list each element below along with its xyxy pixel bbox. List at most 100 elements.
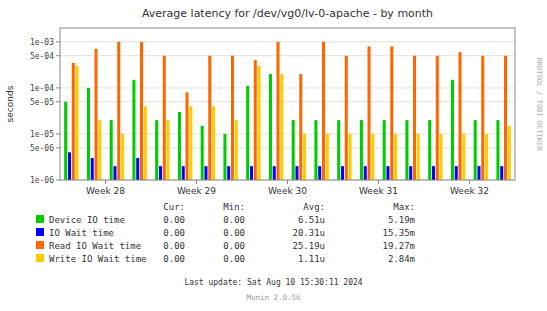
- bar: [72, 63, 75, 180]
- bar: [167, 120, 170, 180]
- legend-stat: 15.35m: [382, 228, 415, 238]
- bar: [451, 80, 454, 180]
- chart: Average latency for /dev/vg0/lv-0-apache…: [0, 0, 547, 311]
- bar: [459, 52, 462, 180]
- x-tick: [469, 180, 470, 184]
- bar: [405, 120, 408, 180]
- legend-stat: 0.00: [223, 228, 245, 238]
- bar: [417, 134, 420, 180]
- bar: [322, 42, 325, 180]
- legend-stat: 0.00: [163, 241, 185, 251]
- legend-stat: 20.31u: [292, 228, 325, 238]
- bar: [394, 134, 397, 180]
- bar: [227, 166, 230, 180]
- legend-stat: 0.00: [223, 254, 245, 264]
- bar: [254, 60, 257, 180]
- bar: [413, 56, 416, 180]
- bar: [485, 134, 488, 180]
- legend-label: Write IO Wait time: [49, 254, 147, 264]
- grid-line: [60, 133, 515, 134]
- bar: [64, 102, 67, 180]
- bar: [235, 120, 238, 180]
- y-tick: [56, 55, 60, 56]
- legend-stat: 0.00: [223, 215, 245, 225]
- legend-label: Device IO time: [49, 215, 125, 225]
- x-axis: Week 28Week 29Week 30Week 31Week 32: [86, 180, 489, 196]
- bar: [508, 126, 511, 180]
- grid-line: [60, 41, 515, 42]
- bar: [258, 66, 261, 180]
- bar: [201, 126, 204, 180]
- bar: [117, 42, 120, 180]
- bar: [303, 134, 306, 180]
- y-tick: [56, 87, 60, 88]
- bar: [295, 166, 298, 180]
- bar: [91, 158, 94, 180]
- x-tick-label: Week 28: [86, 186, 125, 196]
- bar: [360, 120, 363, 180]
- bar: [477, 166, 480, 180]
- bar: [337, 120, 340, 180]
- bar: [292, 120, 295, 180]
- bar: [178, 112, 181, 180]
- watermark: RRDTOOL / TOBI OETIKER: [535, 58, 543, 152]
- y-tick-label: 5e-04: [30, 52, 54, 61]
- bar: [159, 166, 162, 180]
- bar: [314, 120, 317, 180]
- bar: [136, 158, 139, 180]
- y-tick-label: 1e-05: [30, 130, 54, 139]
- legend-swatch: [36, 241, 44, 249]
- bar: [132, 80, 135, 180]
- y-axis: 1e-065e-061e-055e-051e-045e-041e-03: [30, 38, 60, 185]
- bar: [223, 134, 226, 180]
- bar: [246, 86, 249, 180]
- bar: [432, 166, 435, 180]
- bar: [68, 152, 71, 180]
- bar: [496, 120, 499, 180]
- legend-label: IO Wait time: [49, 228, 114, 238]
- legend-stat: 0.00: [223, 241, 245, 251]
- y-axis-label: seconds: [5, 85, 15, 122]
- bar: [383, 120, 386, 180]
- legend-stat: 19.27m: [382, 241, 415, 251]
- bar: [504, 56, 507, 180]
- bar: [87, 88, 90, 180]
- y-tick: [56, 180, 60, 181]
- legend-label: Read IO Wait time: [49, 241, 141, 251]
- bar: [269, 74, 272, 180]
- x-tick: [105, 180, 106, 184]
- legend-header: Avg:: [303, 202, 325, 212]
- bar: [371, 134, 374, 180]
- legend-stat: 6.51u: [298, 215, 325, 225]
- x-tick: [287, 180, 288, 184]
- bar: [212, 106, 215, 180]
- legend-swatch: [36, 228, 44, 236]
- x-tick-label: Week 29: [177, 186, 216, 196]
- y-tick: [56, 147, 60, 148]
- legend-swatch: [36, 215, 44, 223]
- grid-line: [60, 87, 515, 88]
- x-tick: [196, 180, 197, 184]
- bars: [64, 42, 511, 180]
- legend-swatch: [36, 254, 44, 262]
- legend-stat: 2.84m: [388, 254, 415, 264]
- legend-header: Max:: [393, 202, 415, 212]
- bar: [299, 74, 302, 180]
- bar: [186, 92, 189, 180]
- bar: [341, 166, 344, 180]
- title: Average latency for /dev/vg0/lv-0-apache…: [142, 7, 433, 20]
- bar: [163, 56, 166, 180]
- bar: [368, 46, 371, 180]
- bar: [144, 106, 147, 180]
- y-tick-label: 1e-04: [30, 84, 54, 93]
- legend-stat: 25.19u: [292, 241, 325, 251]
- bar: [481, 56, 484, 180]
- bar: [440, 134, 443, 180]
- y-tick: [56, 133, 60, 134]
- bar: [95, 49, 98, 180]
- legend-stat: 1.11u: [298, 254, 325, 264]
- legend: Cur:Min:Avg:Max:Device IO time0.000.006.…: [36, 202, 415, 264]
- grid-line: [60, 101, 515, 102]
- grid-line: [60, 147, 515, 148]
- bar: [462, 134, 465, 180]
